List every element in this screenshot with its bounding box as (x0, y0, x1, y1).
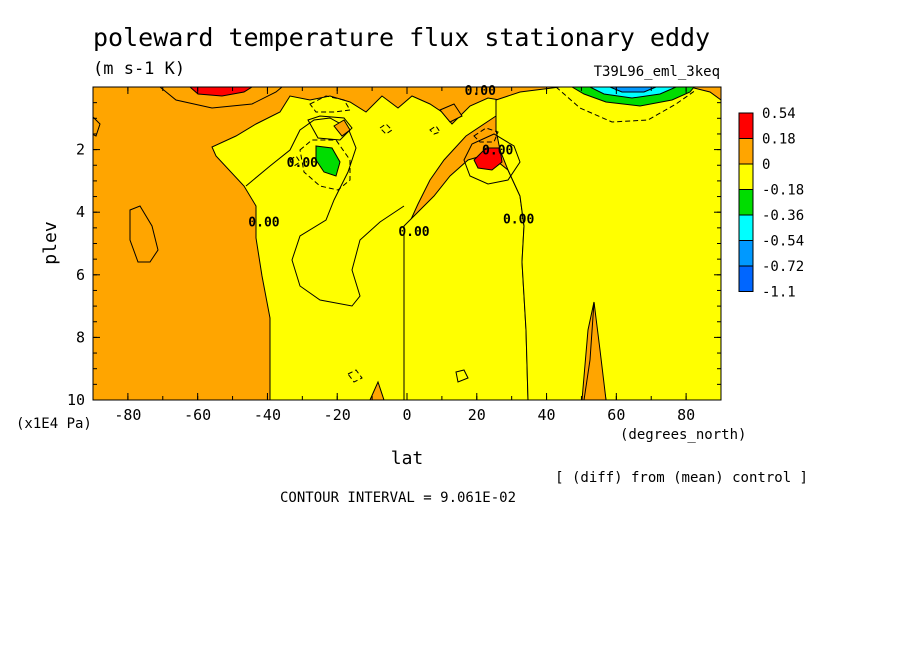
y-axis-units: (x1E4 Pa) (16, 416, 92, 432)
colorbar-label: 0.54 (762, 106, 796, 122)
x-axis-label: lat (391, 448, 424, 469)
region-max-south-red (189, 87, 253, 97)
colorbar-swatch (738, 265, 754, 292)
colorbar-swatch (738, 138, 754, 165)
region-max-north-red (473, 147, 503, 171)
region-positive-blob-b (439, 103, 463, 123)
x-axis: -80 -60 -40 -20 0 20 40 60 80 (92, 87, 722, 424)
colorbar: 0.54 0.18 0 -0.18 -0.36 -0.54 -0.72 -1.1 (738, 106, 804, 301)
x-tick-label: 20 (468, 406, 486, 424)
x-tick-label: -20 (324, 406, 351, 424)
region-negative-northern (495, 87, 721, 400)
x-tick-label: 60 (607, 406, 625, 424)
colorbar-swatch (738, 240, 754, 267)
experiment-label: T39L96_eml_3keq (594, 64, 720, 80)
x-axis-units: (degrees_north) (620, 427, 746, 443)
contour-label: 0.00 (287, 156, 318, 171)
y-tick-label: 8 (76, 328, 85, 346)
colorbar-label: -1.1 (762, 285, 796, 301)
contour-label: 0.00 (465, 84, 496, 99)
chart-units: (m s-1 K) (93, 59, 185, 79)
contour-lines-negative (289, 87, 697, 383)
region-negative-inner (245, 117, 405, 307)
colorbar-swatch (738, 163, 754, 190)
region-positive-spike (583, 301, 607, 400)
contour-label: 0.00 (398, 225, 429, 240)
contour-lines (93, 87, 521, 383)
colorbar-label: 0.18 (762, 132, 796, 148)
y-axis: 2 4 6 8 10 (67, 86, 721, 409)
y-axis-label: plev (40, 221, 61, 264)
y-tick-label: 6 (76, 266, 85, 284)
contour-label: 0.00 (248, 216, 279, 231)
x-tick-label: 80 (677, 406, 695, 424)
x-tick-label: 0 (402, 406, 411, 424)
contour-label-group: 0.00 0.00 0.00 0.00 0.00 0.00 (248, 84, 534, 240)
region-min-north-blue (609, 87, 657, 93)
x-tick-label: 40 (538, 406, 556, 424)
colorbar-label: -0.36 (762, 208, 804, 224)
diff-note: [ (diff) from (mean) control ] (555, 470, 808, 486)
x-tick-label: -40 (254, 406, 281, 424)
x-tick-label: -60 (184, 406, 211, 424)
colorbar-label: -0.72 (762, 259, 804, 275)
plot-area (93, 87, 721, 400)
colorbar-label: -0.54 (762, 234, 804, 250)
y-tick-label: 4 (76, 203, 85, 221)
x-tick-label: -80 (114, 406, 141, 424)
contour-label: 0.00 (482, 144, 513, 159)
y-tick-label: 2 (76, 141, 85, 159)
colorbar-swatch (738, 214, 754, 241)
colorbar-label: -0.18 (762, 183, 804, 199)
colorbar-swatch (738, 112, 754, 139)
y-tick-label: 10 (67, 391, 85, 409)
colorbar-label: 0 (762, 157, 770, 173)
colorbar-swatch (738, 189, 754, 216)
contour-label: 0.00 (503, 212, 534, 227)
contour-interval: CONTOUR INTERVAL = 9.061E-02 (280, 490, 516, 506)
chart-title: poleward temperature flux stationary edd… (93, 23, 710, 52)
region-min-south-green (315, 145, 341, 177)
